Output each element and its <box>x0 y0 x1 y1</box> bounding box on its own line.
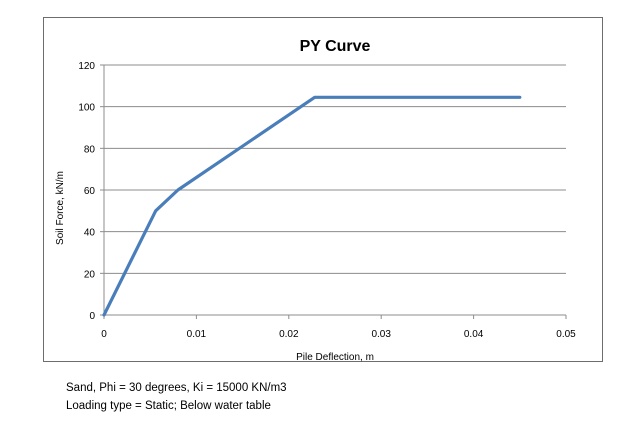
y-tick-label: 120 <box>78 61 95 72</box>
y-tick-label: 40 <box>84 228 96 239</box>
x-tick-label: 0.02 <box>279 329 299 340</box>
x-axis-label: Pile Deflection, m <box>296 352 374 363</box>
soil-parameters-note: Sand, Phi = 30 degrees, Ki = 15000 KN/m3 <box>66 382 287 394</box>
y-tick-label: 100 <box>78 103 95 114</box>
x-tick-label: 0.03 <box>371 329 391 340</box>
loading-type-note: Loading type = Static; Below water table <box>66 400 271 412</box>
y-axis-label: Soil Force, kN/m <box>55 171 66 245</box>
gridlines <box>104 64 566 274</box>
x-tick-label: 0 <box>101 329 107 340</box>
y-tick-label: 60 <box>84 186 96 197</box>
chart-title: PY Curve <box>300 38 371 55</box>
x-tick-label: 0.04 <box>464 329 484 340</box>
x-tick-label: 0.01 <box>187 329 207 340</box>
series-line <box>102 95 522 317</box>
axes <box>100 64 567 319</box>
y-tick-label: 0 <box>89 311 95 322</box>
series <box>102 95 522 317</box>
chart-area: PY Curve 0 20 40 60 80 100 120 0 0.01 0.02 0.03 0.0… <box>43 17 603 363</box>
tick-labels: 0 20 40 60 80 100 120 0 0.01 0.02 0.03 0.04 0.05 <box>78 61 576 340</box>
y-tick-label: 80 <box>84 144 96 155</box>
py-curve-chart: PY Curve 0 20 40 60 80 100 120 0 0.01 0.02 0.03 0.0… <box>55 38 576 363</box>
y-tick-label: 20 <box>84 269 96 280</box>
x-tick-label: 0.05 <box>556 329 576 340</box>
